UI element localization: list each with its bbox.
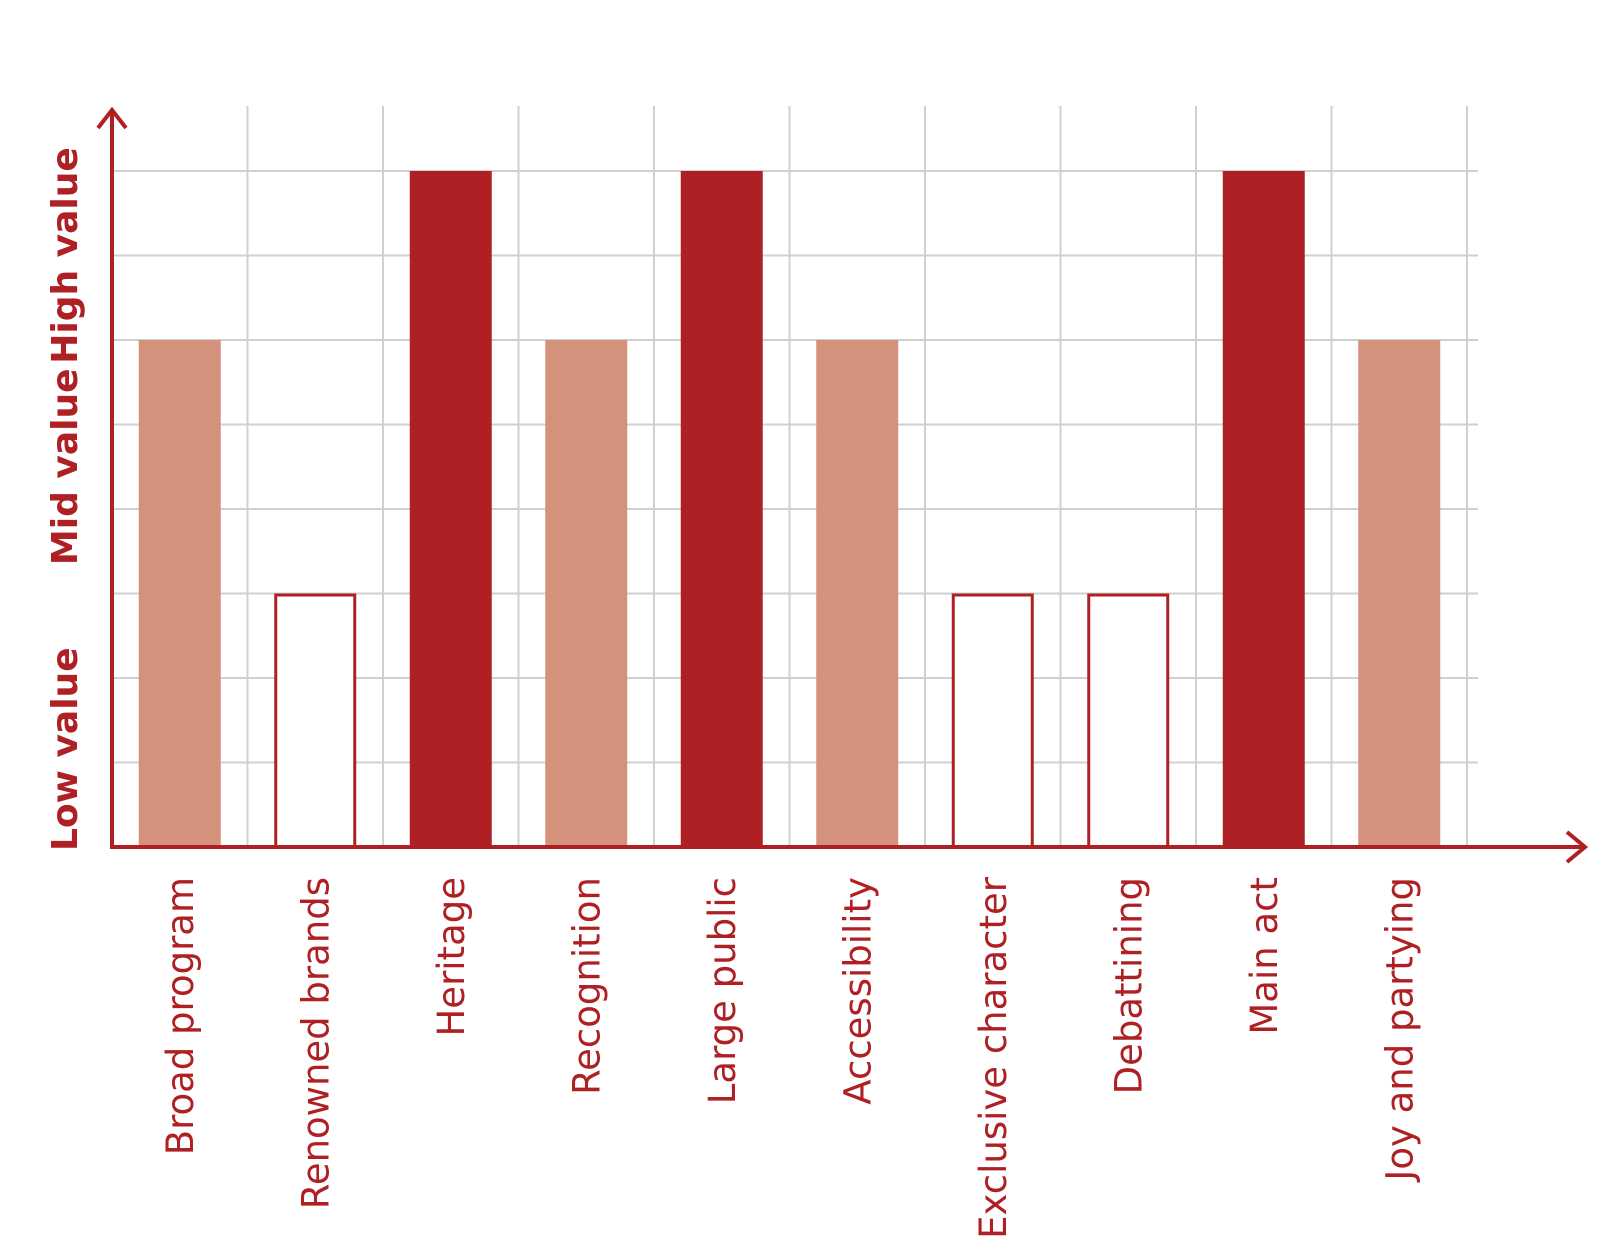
level-label: High value (45, 147, 86, 364)
category-label: Debattining (1107, 877, 1150, 1094)
bar-main-act (1222, 171, 1305, 847)
category-label: Recognition (565, 877, 608, 1095)
category-label: Main act (1243, 877, 1286, 1035)
bars (138, 171, 1441, 849)
bar-large-public (680, 171, 763, 847)
category-label: Joy and partying (1378, 877, 1421, 1183)
category-label: Heritage (430, 877, 473, 1037)
category-label: Renowned brands (294, 877, 337, 1209)
bar-debattining (1087, 593, 1170, 849)
category-label: Accessibility (836, 877, 879, 1105)
bar-heritage (409, 171, 492, 847)
bar-broad-program (138, 340, 221, 847)
level-label: Low value (45, 647, 86, 851)
bar-exclusive-character (951, 593, 1034, 849)
bar-recognition (545, 340, 628, 847)
bar-accessibility (816, 340, 899, 847)
y-axis-arrow-icon (96, 106, 128, 130)
category-label: Large public (701, 877, 744, 1104)
bar-joy-and-partying (1358, 340, 1441, 847)
bar-renowned-brands (274, 593, 357, 849)
axes (96, 106, 1589, 864)
x-axis-arrow-icon (1565, 830, 1589, 864)
category-label: Exclusive character (972, 876, 1015, 1239)
level-label: Mid value (45, 368, 86, 565)
category-label: Broad program (159, 877, 202, 1155)
category-labels: Broad program Renowned brands Heritage Reco… (159, 876, 1422, 1239)
